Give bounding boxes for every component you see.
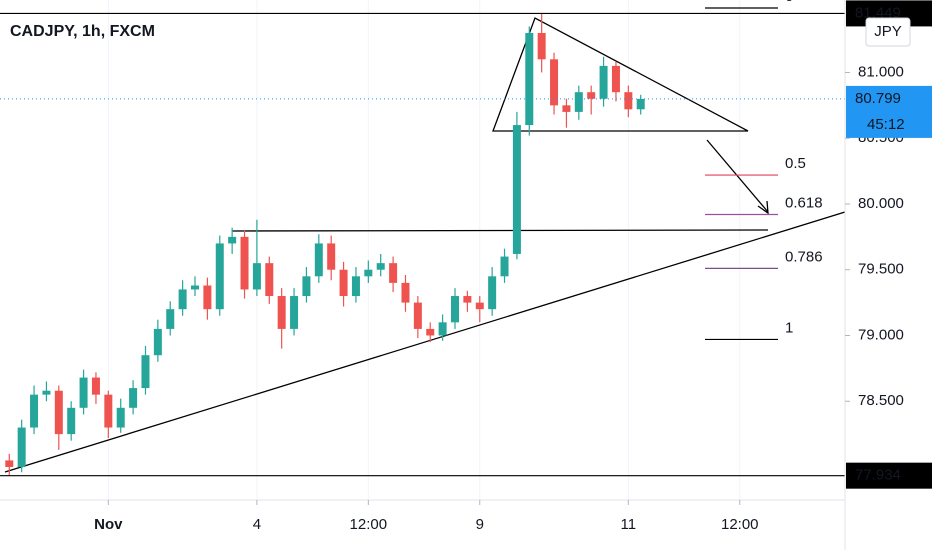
candle-body [500,256,509,277]
candle-body [30,394,39,428]
candle-body [574,92,583,112]
y-tick-label: 81.000 [858,63,904,80]
candles [5,13,645,476]
currency-button[interactable] [865,17,911,47]
drawings [4,17,846,473]
candle-body [401,282,410,303]
candle-body [314,243,323,277]
candle-body [79,377,88,408]
countdown-label: 45:12 [867,116,905,133]
chart-title: CADJPY, 1h, FXCM [10,23,155,40]
fib-level-label: 0 [785,0,793,5]
candle-body [302,276,311,297]
candle-body [351,276,360,297]
currency-button-label[interactable]: JPY [874,23,902,40]
candle-body [153,328,162,356]
candle-body [104,394,113,428]
candle-body [290,296,299,329]
candle-body [451,296,459,323]
candle-body [562,105,571,112]
resistance-line [231,229,769,232]
x-tick-label: 12:00 [721,516,759,533]
candle-body [191,285,199,290]
candle-body [550,59,559,106]
candle-body [599,65,608,99]
candle-body [91,377,100,395]
candle-body [116,407,125,428]
candle-body [228,236,237,244]
candle-body [327,243,336,270]
y-tick-label: 79.500 [858,261,904,278]
price-label-box [846,462,932,489]
candle-body [178,289,187,310]
x-tick-label: Nov [94,516,123,533]
fib-level-label: 0.618 [785,194,823,211]
candle-body [339,269,348,297]
candle-body [426,328,435,336]
overlay: 0 0.5 0.618 0.786 1 [0,0,845,477]
candle-body [67,407,76,435]
candle-body [537,33,546,60]
candle-body [203,285,212,310]
arrow-line [706,139,769,213]
candle-body [475,302,484,310]
candle-body [54,390,63,435]
y-tick-label: 79.000 [858,326,904,343]
candle-body [525,33,534,126]
fib-level-label: 0.786 [785,248,823,265]
candle-body [611,65,620,93]
fib-level-label: 0.5 [785,155,806,172]
candle-body [240,236,249,290]
x-tick-label: 11 [621,516,637,533]
candle-body [636,98,645,110]
candle-body [376,263,385,270]
fib-level-label: 1 [785,319,793,336]
candle-body [512,125,521,254]
candle-body [438,322,447,336]
x-tick-label: 4 [253,516,261,533]
arrow-head [757,200,769,215]
y-tick-label: 78.500 [858,392,904,409]
x-tick-label: 12:00 [350,516,388,533]
candle-body [463,296,472,303]
candle-body [141,355,150,389]
candle-body [488,276,497,310]
triangle-pattern [492,17,749,132]
candle-body [389,263,398,283]
candle-body [129,388,138,408]
candle-body [624,92,633,110]
candle-body [265,263,274,297]
candle-body [5,460,14,467]
x-tick-label: 9 [476,516,484,533]
candle-body [17,427,26,467]
candle-body [42,390,51,395]
trend-line [4,211,846,473]
candle-body [215,243,224,310]
last-price-label: 80.799 [855,90,901,107]
price-label: 77.934 [855,467,901,484]
axes: Nov412:0091112:0081.00080.50080.00079.50… [94,0,932,533]
candle-body [587,92,596,99]
y-tick-label: 80.000 [858,195,904,212]
candle-body [166,309,175,329]
last-price-box [846,85,932,138]
candle-body [413,302,422,329]
price-label: 81.449 [855,4,901,21]
candle-body [364,269,373,277]
candle-body [277,296,286,329]
candle-body [252,263,261,290]
